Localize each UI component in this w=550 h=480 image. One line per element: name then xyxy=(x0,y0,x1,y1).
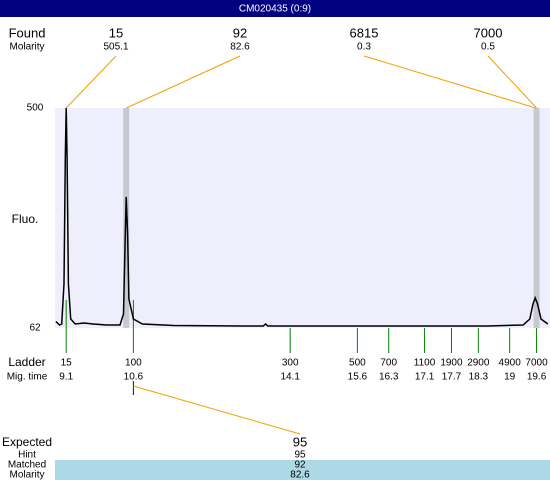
ladder-time: 9.1 xyxy=(59,372,73,383)
expected-connector xyxy=(133,385,301,435)
found-connector xyxy=(126,55,241,109)
ladder-time: 15.6 xyxy=(348,372,368,383)
peak-band xyxy=(533,108,540,328)
ladder-size: 100 xyxy=(125,358,142,369)
found-sublabel: Molarity xyxy=(9,42,44,53)
expected-label: Expected xyxy=(2,435,52,449)
found-molarity: 505.1 xyxy=(103,42,128,53)
row-value: 95 xyxy=(294,450,306,461)
ladder-size: 700 xyxy=(380,358,397,369)
ladder-time: 10.6 xyxy=(124,372,144,383)
found-size: 6815 xyxy=(350,25,379,40)
ladder-size: 15 xyxy=(61,358,73,369)
found-molarity: 0.5 xyxy=(481,42,495,53)
trace xyxy=(55,107,549,327)
ladder-time: 16.3 xyxy=(379,372,399,383)
title-bar xyxy=(0,0,550,17)
found-connector xyxy=(487,55,537,109)
found-molarity: 0.3 xyxy=(357,42,371,53)
ladder-time: 17.7 xyxy=(442,372,462,383)
row-label: Molarity xyxy=(9,470,44,480)
ladder-time: 14.1 xyxy=(280,372,300,383)
ladder-time: 19.6 xyxy=(527,372,547,383)
ladder-size: 1100 xyxy=(414,358,436,369)
ladder-size: 7000 xyxy=(525,358,548,369)
found-molarity: 82.6 xyxy=(230,42,250,53)
title: CM020435 (0:9) xyxy=(239,4,311,15)
ladder-size: 1900 xyxy=(440,358,463,369)
found-connector xyxy=(363,55,536,109)
ladder-time: 18.3 xyxy=(469,372,489,383)
matched-band xyxy=(55,460,550,480)
ladder-size: 300 xyxy=(282,358,299,369)
y-axis-label: Fluo. xyxy=(12,212,39,226)
ladder-size: 4900 xyxy=(499,358,522,369)
ladder-time: 19 xyxy=(504,372,516,383)
y-tick-label: 62 xyxy=(29,323,41,334)
plot-area xyxy=(55,108,550,328)
found-label: Found xyxy=(9,25,46,40)
row-value: 82.6 xyxy=(290,470,310,480)
ladder-time: 17.1 xyxy=(415,372,435,383)
found-size: 15 xyxy=(109,25,123,40)
row-label: Matched xyxy=(8,460,46,471)
y-tick-label: 500 xyxy=(27,103,44,114)
found-connector xyxy=(65,55,117,109)
found-size: 92 xyxy=(233,25,247,40)
found-size: 7000 xyxy=(474,25,503,40)
ladder-label: Ladder xyxy=(8,355,45,369)
ladder-size: 2900 xyxy=(467,358,490,369)
ladder-sublabel: Mig. time xyxy=(7,372,48,383)
expected-value: 95 xyxy=(293,434,307,449)
row-value: 92 xyxy=(294,460,306,471)
ladder-size: 500 xyxy=(349,358,366,369)
row-label: Hint xyxy=(18,450,36,461)
